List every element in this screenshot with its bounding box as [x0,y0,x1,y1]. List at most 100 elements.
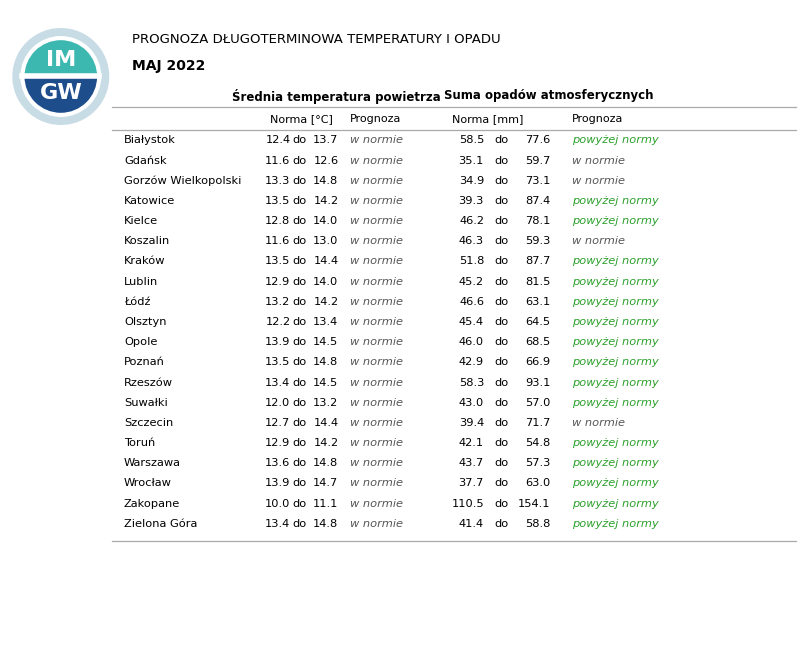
Text: Prognoza: Prognoza [572,114,623,124]
Text: Opole: Opole [124,337,158,347]
Text: 58.8: 58.8 [525,519,550,529]
Text: 77.6: 77.6 [525,135,550,145]
Text: w normie: w normie [572,418,625,428]
Text: powyżej normy: powyżej normy [572,297,658,307]
Text: 12.7: 12.7 [265,418,290,428]
Text: Olsztyn: Olsztyn [124,317,166,327]
Text: 14.5: 14.5 [313,337,338,347]
Text: do: do [292,398,306,408]
Text: w normie: w normie [350,156,402,165]
Text: powyżej normy: powyżej normy [572,357,658,367]
Text: 51.8: 51.8 [458,256,484,266]
Text: 12.4: 12.4 [266,135,290,145]
Text: 14.4: 14.4 [314,256,338,266]
Text: 66.9: 66.9 [526,357,550,367]
Text: w normie: w normie [350,196,402,206]
Text: do: do [494,458,509,468]
Text: do: do [494,418,509,428]
Text: 58.5: 58.5 [458,135,484,145]
Text: 14.8: 14.8 [313,519,338,529]
Text: 13.5: 13.5 [265,357,290,367]
Text: powyżej normy: powyżej normy [572,277,658,286]
Text: w normie: w normie [350,216,402,226]
Text: GW: GW [39,83,82,103]
Text: Warszawa: Warszawa [124,458,181,468]
Text: Norma [mm]: Norma [mm] [452,114,523,124]
Text: w normie: w normie [350,317,402,327]
Text: do: do [292,176,306,186]
Text: Średnia temperatura powietrza: Średnia temperatura powietrza [232,89,441,104]
Text: do: do [494,176,509,186]
Text: powyżej normy: powyżej normy [572,256,658,266]
Text: 46.6: 46.6 [459,297,484,307]
Text: MAJ 2022: MAJ 2022 [132,59,206,73]
Text: 14.8: 14.8 [313,458,338,468]
Text: 14.5: 14.5 [313,378,338,387]
Text: w normie: w normie [350,176,402,186]
Text: powyżej normy: powyżej normy [572,135,658,145]
Text: Toruń: Toruń [124,438,155,448]
Text: 11.1: 11.1 [313,499,338,508]
Text: do: do [292,135,306,145]
Text: powyżej normy: powyżej normy [572,317,658,327]
Text: 45.4: 45.4 [459,317,484,327]
Text: 63.1: 63.1 [525,297,550,307]
Text: w normie: w normie [350,135,402,145]
Text: powyżej normy: powyżej normy [572,499,658,508]
Text: do: do [292,499,306,508]
Text: Lublin: Lublin [124,277,158,286]
Text: powyżej normy: powyżej normy [572,196,658,206]
Text: do: do [494,478,509,488]
Text: 87.7: 87.7 [525,256,550,266]
Text: do: do [494,438,509,448]
Text: w normie: w normie [350,398,402,408]
Text: do: do [292,317,306,327]
Wedge shape [22,76,99,115]
Text: Norma [°C]: Norma [°C] [270,114,334,124]
Text: do: do [494,297,509,307]
Text: do: do [292,378,306,387]
Text: Szczecin: Szczecin [124,418,174,428]
Text: do: do [494,337,509,347]
Text: do: do [292,478,306,488]
Text: 13.0: 13.0 [313,236,338,246]
Text: Kraków: Kraków [124,256,166,266]
Text: Gdańsk: Gdańsk [124,156,166,165]
Text: 13.3: 13.3 [265,176,290,186]
Text: 12.0: 12.0 [265,398,290,408]
Text: powyżej normy: powyżej normy [572,378,658,387]
Text: 12.2: 12.2 [266,317,290,327]
Text: do: do [494,256,509,266]
Text: 59.3: 59.3 [525,236,550,246]
Text: 57.3: 57.3 [525,458,550,468]
Text: 13.6: 13.6 [265,458,290,468]
Text: 73.1: 73.1 [525,176,550,186]
Text: 13.5: 13.5 [265,256,290,266]
Text: w normie: w normie [350,357,402,367]
Text: w normie: w normie [350,519,402,529]
Text: 14.0: 14.0 [313,216,338,226]
Text: Kielce: Kielce [124,216,158,226]
Text: 81.5: 81.5 [525,277,550,286]
Text: 13.2: 13.2 [265,297,290,307]
Text: w normie: w normie [350,458,402,468]
Text: do: do [494,156,509,165]
Text: 11.6: 11.6 [265,236,290,246]
Text: powyżej normy: powyżej normy [572,478,658,488]
Text: 78.1: 78.1 [525,216,550,226]
Text: Katowice: Katowice [124,196,175,206]
Text: w normie: w normie [350,297,402,307]
Text: do: do [292,216,306,226]
Text: 13.9: 13.9 [265,478,290,488]
Text: w normie: w normie [572,236,625,246]
Text: 14.7: 14.7 [313,478,338,488]
Text: do: do [292,236,306,246]
Text: 46.2: 46.2 [459,216,484,226]
Text: do: do [494,196,509,206]
Text: 45.2: 45.2 [459,277,484,286]
Text: 58.3: 58.3 [458,378,484,387]
Text: 13.7: 13.7 [313,135,338,145]
Text: 13.4: 13.4 [313,317,338,327]
Text: 110.5: 110.5 [451,499,484,508]
Text: w normie: w normie [572,176,625,186]
